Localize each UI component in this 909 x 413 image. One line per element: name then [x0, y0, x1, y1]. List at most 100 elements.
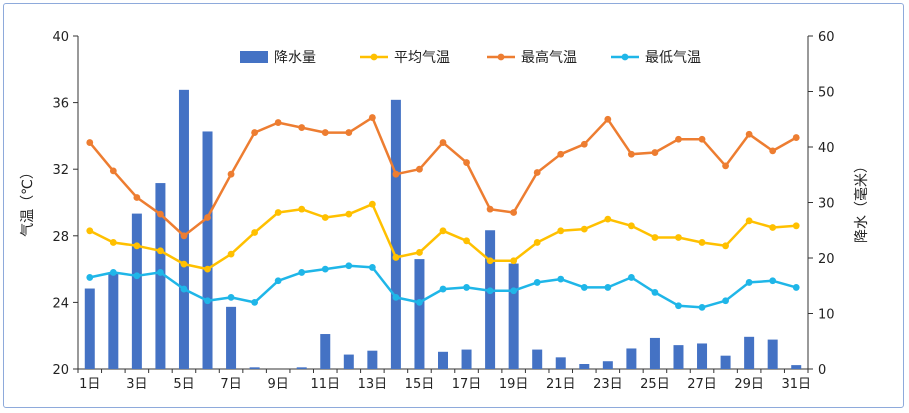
precip-bar	[673, 345, 684, 369]
x-tick-label: 23日	[593, 377, 623, 392]
series-point	[204, 297, 211, 305]
series-point	[510, 287, 518, 295]
x-tick-label: 17日	[452, 377, 482, 392]
series-point	[274, 277, 282, 285]
legend-label: 最低气温	[645, 50, 701, 66]
series-point	[557, 227, 565, 235]
series-point	[745, 279, 753, 286]
precip-bar	[367, 350, 378, 369]
series-point	[557, 275, 565, 283]
series-point	[133, 194, 141, 201]
series-point	[133, 272, 141, 280]
legend-marker	[370, 53, 378, 61]
x-tick-label: 19日	[499, 377, 529, 392]
series-point	[745, 217, 753, 225]
series-point	[368, 114, 376, 121]
precip-bar	[555, 357, 566, 369]
series-point	[439, 285, 447, 293]
series-point	[675, 135, 682, 143]
series-point	[392, 170, 400, 178]
series-point	[463, 284, 470, 291]
y-left-tick-label: 20	[52, 363, 69, 378]
series-point	[321, 214, 329, 221]
series-point	[180, 285, 188, 293]
y-right-tick-label: 20	[818, 252, 835, 267]
y-right-tick-label: 50	[818, 86, 835, 101]
precip-bar	[155, 183, 166, 369]
legend: 降水量 平均气温 最高气温 最低气温	[240, 49, 701, 66]
precip-bar	[226, 306, 237, 369]
series-point	[627, 222, 635, 230]
y-left-tick-label: 40	[52, 30, 69, 45]
y-right-tick-label: 40	[818, 141, 835, 156]
series-point	[604, 215, 612, 223]
x-tick-label: 15日	[405, 377, 435, 392]
series-point	[298, 124, 306, 131]
series-point	[368, 264, 376, 271]
precip-bar	[461, 349, 472, 369]
series-point	[416, 249, 423, 256]
series-point	[698, 303, 706, 311]
series-point	[416, 165, 423, 173]
precip-bar	[249, 367, 260, 369]
series-point	[157, 269, 164, 276]
precip-bar	[508, 263, 519, 369]
series-point	[133, 242, 141, 250]
precip-bar	[626, 348, 637, 369]
y-left-tick-label: 24	[52, 296, 69, 311]
y-right-tick-label: 10	[818, 308, 835, 323]
legend-marker	[497, 53, 505, 61]
series-point	[204, 265, 211, 273]
series-point	[580, 284, 588, 291]
series-point	[769, 277, 777, 285]
series-point	[580, 225, 588, 233]
series-point	[439, 227, 447, 235]
series-point	[416, 299, 423, 306]
y-right-axis-label: 降水（毫米）	[853, 159, 870, 243]
series-point	[533, 169, 541, 176]
series-point	[392, 254, 400, 261]
series-point	[604, 284, 612, 291]
series-point	[109, 167, 117, 175]
precip-bar	[296, 367, 307, 369]
precip-bar	[602, 361, 613, 369]
series-point	[533, 239, 541, 246]
series-point	[722, 242, 729, 250]
x-tick-label: 3日	[126, 377, 147, 392]
series-point	[251, 299, 259, 306]
x-tick-label: 1日	[79, 377, 100, 392]
series-point	[580, 140, 588, 148]
precip-bar	[131, 213, 142, 369]
series-point	[651, 234, 659, 241]
precip-bar	[414, 259, 425, 369]
series-point	[345, 129, 353, 136]
x-tick-label: 29日	[734, 377, 764, 392]
x-tick-label: 11日	[310, 377, 340, 392]
precip-bar	[744, 336, 755, 369]
series-point	[745, 130, 753, 138]
series-point	[321, 129, 329, 136]
series-point	[557, 150, 565, 158]
precip-bar	[343, 354, 354, 369]
series-point	[298, 269, 306, 276]
series-point	[792, 222, 800, 230]
precip-bar	[697, 343, 708, 369]
precip-bar	[649, 337, 660, 369]
series-point	[486, 257, 494, 265]
series-point	[486, 205, 494, 213]
precip-bars-group	[84, 89, 802, 370]
precip-bar	[438, 351, 448, 369]
x-tick-label: 31日	[781, 377, 811, 392]
series-point	[792, 284, 800, 291]
precip-bar	[202, 131, 213, 369]
series-point	[769, 224, 777, 231]
series-point	[251, 229, 259, 236]
series-point	[463, 237, 470, 245]
y-right-tick-label: 0	[818, 363, 826, 378]
series-point	[675, 234, 682, 241]
x-tick-label: 5日	[173, 377, 194, 392]
precip-bar	[108, 272, 119, 369]
x-tick-label: 7日	[220, 377, 241, 392]
series-point	[86, 274, 94, 281]
